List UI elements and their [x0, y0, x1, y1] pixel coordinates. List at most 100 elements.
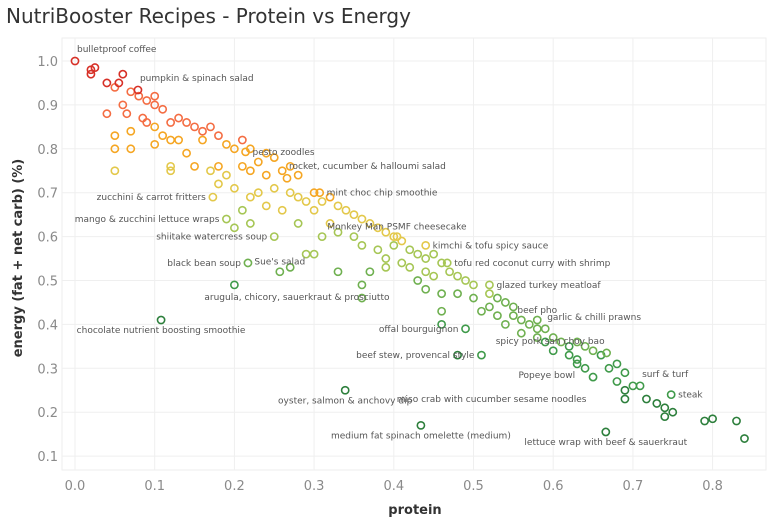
labeled-data-point[interactable]	[421, 240, 431, 250]
data-point[interactable]	[493, 311, 502, 321]
data-point[interactable]	[102, 109, 112, 119]
data-point[interactable]	[253, 157, 263, 167]
data-point[interactable]	[413, 276, 423, 285]
labeled-data-point[interactable]	[601, 427, 611, 437]
labeled-data-point[interactable]	[156, 315, 166, 325]
data-point[interactable]	[572, 355, 582, 364]
data-point[interactable]	[182, 118, 191, 127]
data-point[interactable]	[293, 219, 303, 228]
data-point[interactable]	[652, 399, 662, 408]
data-point[interactable]	[485, 302, 494, 312]
data-point[interactable]	[114, 78, 124, 88]
data-point[interactable]	[126, 87, 136, 97]
data-point[interactable]	[110, 131, 120, 141]
data-point[interactable]	[429, 249, 439, 259]
labeled-data-point[interactable]	[642, 394, 651, 404]
data-point[interactable]	[524, 319, 534, 329]
data-point[interactable]	[102, 78, 112, 88]
labeled-data-point[interactable]	[222, 214, 231, 224]
data-point[interactable]	[349, 210, 359, 220]
data-point[interactable]	[612, 359, 622, 369]
data-point[interactable]	[269, 153, 279, 162]
labeled-data-point[interactable]	[485, 280, 494, 290]
labeled-data-point[interactable]	[540, 324, 550, 334]
data-point[interactable]	[477, 306, 486, 316]
data-point[interactable]	[134, 91, 144, 101]
data-point[interactable]	[317, 232, 327, 241]
labeled-data-point[interactable]	[602, 348, 611, 358]
labeled-data-point[interactable]	[392, 232, 402, 241]
data-point[interactable]	[357, 214, 367, 224]
data-point[interactable]	[341, 205, 351, 215]
data-point[interactable]	[548, 333, 558, 342]
data-point[interactable]	[166, 166, 176, 176]
data-point[interactable]	[437, 258, 447, 268]
data-point[interactable]	[237, 161, 247, 171]
data-point[interactable]	[453, 271, 462, 281]
data-point[interactable]	[245, 166, 255, 176]
data-point[interactable]	[190, 161, 199, 171]
labeled-data-point[interactable]	[635, 381, 645, 391]
data-point[interactable]	[261, 148, 271, 158]
data-point[interactable]	[253, 188, 263, 198]
data-point[interactable]	[389, 232, 399, 241]
data-point[interactable]	[229, 144, 239, 154]
data-point[interactable]	[612, 377, 622, 386]
data-point[interactable]	[357, 293, 367, 303]
data-point[interactable]	[229, 223, 239, 233]
data-point[interactable]	[500, 319, 510, 329]
data-point[interactable]	[453, 350, 462, 360]
data-point[interactable]	[373, 223, 383, 233]
data-point[interactable]	[580, 341, 590, 351]
labeled-data-point[interactable]	[315, 188, 325, 198]
labeled-data-point[interactable]	[133, 85, 143, 95]
data-point[interactable]	[588, 346, 598, 356]
data-point[interactable]	[660, 412, 670, 421]
data-point[interactable]	[237, 205, 247, 215]
data-point[interactable]	[86, 69, 96, 79]
labeled-data-point[interactable]	[282, 173, 292, 183]
data-point[interactable]	[126, 144, 136, 154]
data-point[interactable]	[206, 166, 215, 176]
data-point[interactable]	[508, 302, 518, 312]
data-point[interactable]	[548, 346, 558, 356]
data-point[interactable]	[309, 249, 319, 259]
data-point[interactable]	[229, 183, 239, 193]
data-point[interactable]	[740, 434, 749, 443]
data-point[interactable]	[325, 192, 335, 202]
data-point[interactable]	[214, 161, 223, 171]
data-point[interactable]	[301, 197, 311, 206]
data-point[interactable]	[150, 140, 160, 149]
data-point[interactable]	[708, 414, 717, 424]
data-point[interactable]	[413, 249, 423, 259]
data-point[interactable]	[532, 324, 542, 334]
data-point[interactable]	[469, 280, 478, 290]
data-point[interactable]	[309, 188, 319, 198]
data-point[interactable]	[437, 306, 447, 316]
data-point[interactable]	[150, 100, 160, 110]
labeled-data-point[interactable]	[442, 258, 452, 268]
labeled-data-point[interactable]	[532, 315, 542, 325]
data-point[interactable]	[397, 236, 407, 246]
data-point[interactable]	[110, 166, 120, 176]
data-point[interactable]	[421, 254, 431, 263]
data-point[interactable]	[333, 267, 343, 277]
labeled-data-point[interactable]	[666, 390, 676, 400]
data-point[interactable]	[445, 267, 454, 277]
data-point[interactable]	[437, 289, 447, 299]
data-point[interactable]	[285, 161, 295, 171]
data-point[interactable]	[138, 113, 148, 123]
data-point[interactable]	[732, 416, 741, 426]
data-point[interactable]	[564, 341, 574, 351]
data-point[interactable]	[118, 69, 128, 79]
data-point[interactable]	[333, 227, 343, 237]
data-point[interactable]	[381, 254, 391, 263]
data-point[interactable]	[365, 219, 375, 228]
data-point[interactable]	[365, 267, 375, 277]
data-point[interactable]	[556, 337, 566, 347]
data-point[interactable]	[261, 170, 271, 180]
data-point[interactable]	[261, 201, 271, 211]
data-point[interactable]	[357, 240, 367, 250]
data-point[interactable]	[317, 197, 327, 206]
data-point[interactable]	[516, 315, 526, 325]
